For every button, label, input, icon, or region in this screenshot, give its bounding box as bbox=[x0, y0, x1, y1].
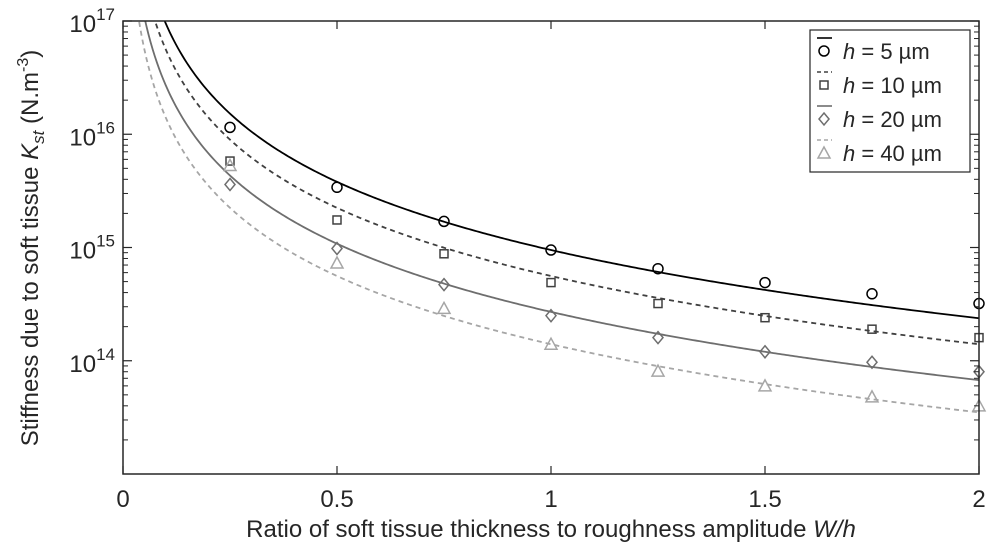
y-axis-label: Stiffness due to soft tissue Kst (N.m-3) bbox=[15, 50, 48, 447]
legend-label: h = 20 µm bbox=[843, 107, 942, 132]
data-point-series-2 bbox=[867, 324, 877, 334]
y-tick-label: 1015 bbox=[69, 232, 115, 265]
legend-item-3: h = 20 µm bbox=[817, 105, 942, 132]
x-tick-label: 1 bbox=[544, 486, 557, 513]
x-tick-label: 0.5 bbox=[320, 486, 353, 513]
legend-item-2: h = 10 µm bbox=[817, 71, 942, 98]
data-point-series-3 bbox=[866, 355, 878, 370]
legend-box bbox=[809, 29, 971, 173]
y-tick-label: 1014 bbox=[69, 345, 115, 378]
legend-item-1: h = 5 µm bbox=[817, 37, 930, 64]
fit-curve-series-2 bbox=[154, 21, 979, 346]
legend-label: h = 10 µm bbox=[843, 73, 942, 98]
legend-marker bbox=[818, 45, 830, 57]
data-point-series-2 bbox=[439, 249, 449, 259]
data-point-series-3 bbox=[652, 330, 664, 345]
data-point-series-1 bbox=[652, 262, 664, 275]
data-point-series-4 bbox=[436, 300, 452, 315]
data-point-series-1 bbox=[224, 121, 236, 134]
y-axis-ticks: 1014 1015 1016 1017 bbox=[69, 5, 979, 441]
data-point-series-1 bbox=[866, 288, 878, 300]
data-point-series-3 bbox=[759, 344, 771, 359]
data-point-series-1 bbox=[545, 244, 557, 256]
x-tick-label: 2 bbox=[972, 486, 985, 513]
data-point-series-1 bbox=[438, 215, 450, 228]
legend: h = 5 µm h = 10 µm h = 20 µm h = 40 µm bbox=[809, 29, 971, 173]
data-point-series-4 bbox=[650, 363, 666, 377]
data-point-series-2 bbox=[546, 277, 556, 288]
data-point-series-3 bbox=[438, 277, 450, 292]
data-point-series-4 bbox=[222, 157, 238, 172]
data-markers bbox=[222, 121, 987, 412]
legend-marker bbox=[818, 111, 830, 127]
y-tick-label: 1017 bbox=[69, 5, 115, 38]
legend-item-4: h = 40 µm bbox=[816, 139, 942, 166]
data-point-series-2 bbox=[760, 312, 770, 323]
data-point-series-3 bbox=[331, 241, 343, 256]
legend-label: h = 5 µm bbox=[843, 39, 930, 64]
legend-label: h = 40 µm bbox=[843, 141, 942, 166]
x-tick-label: 1.5 bbox=[748, 486, 781, 513]
data-point-series-2 bbox=[332, 215, 342, 225]
legend-marker bbox=[816, 145, 832, 159]
data-point-series-4 bbox=[757, 378, 773, 392]
legend-marker bbox=[819, 80, 829, 90]
data-point-series-3 bbox=[224, 177, 236, 192]
x-axis-ticks: 0 0.5 1 1.5 2 bbox=[116, 21, 986, 513]
data-point-series-4 bbox=[543, 336, 559, 350]
y-tick-label: 1016 bbox=[69, 118, 115, 151]
data-point-series-1 bbox=[759, 276, 771, 289]
data-point-series-1 bbox=[331, 181, 343, 194]
data-point-series-2 bbox=[653, 298, 663, 309]
data-point-series-4 bbox=[864, 389, 880, 403]
x-axis-label: Ratio of soft tissue thickness to roughn… bbox=[246, 516, 856, 543]
data-point-series-3 bbox=[545, 308, 557, 323]
x-tick-label: 0 bbox=[116, 486, 129, 513]
fit-curve-series-3 bbox=[144, 21, 979, 381]
data-point-series-2 bbox=[225, 156, 235, 166]
data-point-series-4 bbox=[329, 255, 345, 269]
